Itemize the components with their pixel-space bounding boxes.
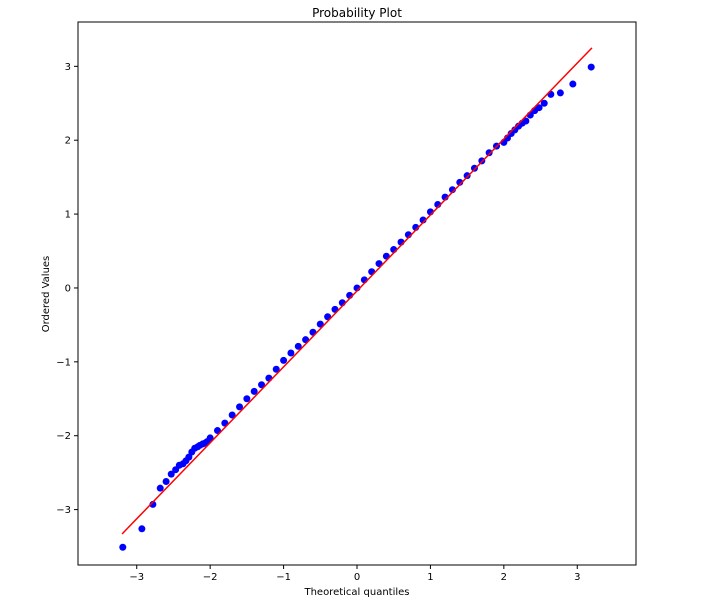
- data-point: [280, 356, 288, 364]
- data-point: [236, 403, 244, 411]
- data-point: [167, 470, 175, 478]
- x-tick-label: 3: [574, 572, 580, 583]
- x-tick-label: −3: [129, 572, 144, 583]
- data-point: [138, 525, 146, 533]
- y-tick-label: 1: [65, 210, 71, 221]
- data-point: [448, 186, 456, 194]
- data-point: [463, 172, 471, 180]
- y-tick-label: 2: [65, 136, 71, 147]
- plot-frame: [77, 21, 637, 566]
- y-axis: −3 −2 −1 0 1 2 3: [56, 62, 78, 516]
- data-point: [485, 149, 493, 157]
- data-point: [316, 320, 324, 328]
- data-point: [569, 80, 577, 88]
- data-point: [149, 500, 157, 508]
- data-point: [587, 63, 595, 71]
- data-point: [206, 434, 214, 442]
- data-point: [156, 484, 164, 492]
- y-axis-label: Ordered Values: [41, 256, 52, 333]
- data-point: [287, 349, 295, 357]
- data-point: [228, 411, 236, 419]
- y-tick-label: 3: [65, 62, 71, 73]
- data-point: [556, 89, 564, 97]
- data-point: [185, 453, 193, 461]
- x-tick-label: −2: [203, 572, 218, 583]
- data-point: [294, 342, 302, 350]
- data-point: [258, 381, 266, 389]
- data-point: [522, 117, 530, 125]
- x-axis-label: Theoretical quantiles: [303, 587, 409, 598]
- data-point: [250, 387, 258, 395]
- x-axis: −3 −2 −1 0 1 2 3: [129, 565, 580, 583]
- x-tick-label: −1: [276, 572, 291, 583]
- data-point: [540, 99, 548, 107]
- y-tick-label: 0: [65, 283, 71, 294]
- data-point: [272, 365, 280, 373]
- data-point: [162, 478, 170, 486]
- x-tick-label: 1: [427, 572, 433, 583]
- y-tick-label: −3: [56, 505, 71, 516]
- data-point: [243, 395, 251, 403]
- data-point: [214, 427, 221, 435]
- x-tick-label: 0: [354, 572, 360, 583]
- x-tick-label: 2: [501, 572, 507, 583]
- data-point: [119, 543, 127, 551]
- plot-area: [119, 47, 595, 551]
- y-tick-label: −2: [56, 431, 71, 442]
- data-point: [535, 104, 543, 112]
- chart-title: Probability Plot: [312, 6, 402, 20]
- y-tick-label: −1: [56, 357, 71, 368]
- fit-line: [121, 47, 593, 535]
- data-point: [456, 178, 464, 186]
